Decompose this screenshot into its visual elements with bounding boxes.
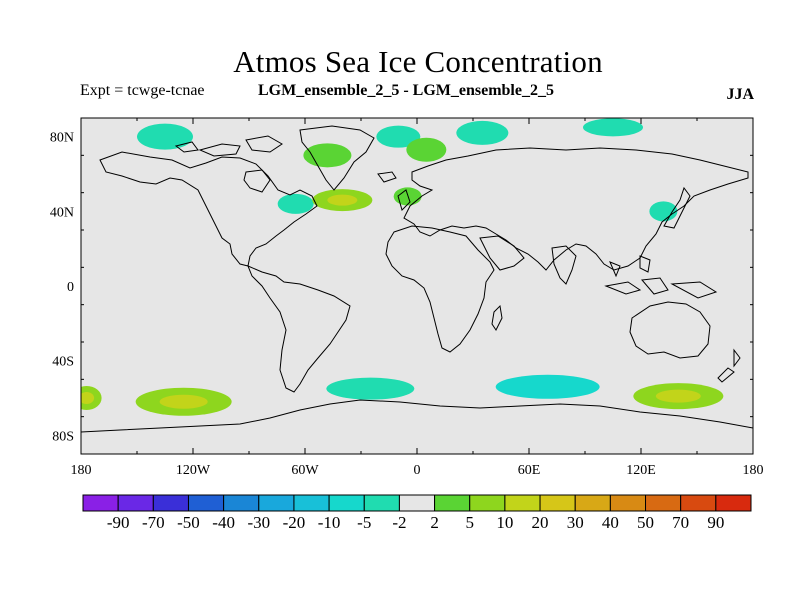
ensemble-label: LGM_ensemble_2_5 - LGM_ensemble_2_5: [258, 82, 554, 99]
colorbar-label: -30: [247, 513, 270, 532]
coastline-south-america: [247, 265, 351, 393]
y-axis-labels: 80N 40N 0 40S 80S: [50, 131, 74, 445]
axis-ticks: [80, 117, 754, 455]
colorbar-label: -70: [142, 513, 165, 532]
colorbar-swatch: [117, 494, 154, 512]
anomaly-region: [649, 201, 678, 222]
coastline-antarctica: [81, 399, 753, 433]
colorbar-swatch: [82, 494, 119, 512]
chart-title: Atmos Sea Ice Concentration: [233, 44, 603, 79]
colorbar-label: -50: [177, 513, 200, 532]
colorbar-swatch: [398, 494, 436, 512]
coastline-layer: [81, 125, 753, 433]
coastline-north-america: [99, 151, 318, 267]
coastline-iceland: [377, 171, 397, 183]
colorbar-swatch: [223, 494, 260, 512]
colorbar-label: 10: [496, 513, 513, 532]
colorbar-label: -2: [392, 513, 406, 532]
anomaly-region-core: [159, 394, 208, 409]
colorbar-label: -5: [357, 513, 371, 532]
x-tick-label: 120E: [626, 463, 656, 478]
y-tick-label: 80N: [50, 131, 74, 146]
colorbar-swatch: [328, 494, 365, 512]
x-tick-label: 60E: [518, 463, 541, 478]
x-tick-label: 180: [743, 463, 764, 478]
colorbar-label: 50: [637, 513, 654, 532]
colorbar-swatch: [715, 494, 752, 512]
anomaly-region: [277, 193, 314, 214]
colorbar-label: -20: [283, 513, 306, 532]
colorbar-label: 5: [465, 513, 474, 532]
x-tick-label: 0: [414, 463, 421, 478]
y-tick-label: 0: [67, 280, 74, 295]
colorbar-swatch: [434, 494, 471, 512]
coastline-hudson-bay: [243, 169, 271, 193]
colorbar-swatch: [363, 494, 400, 512]
experiment-label: Expt = tcwge-tcnae: [80, 82, 205, 99]
coastline-eurasia: [403, 147, 749, 271]
x-tick-label: 60W: [291, 463, 319, 478]
colorbar-swatch: [469, 494, 506, 512]
colorbar-swatch: [680, 494, 717, 512]
colorbar-label: -90: [107, 513, 130, 532]
anomaly-region: [583, 118, 643, 137]
x-tick-label: 120W: [176, 463, 211, 478]
x-tick-label: 180: [71, 463, 92, 478]
colorbar-swatch: [187, 494, 225, 512]
coastline-india: [551, 245, 577, 285]
coastline-new-zealand: [717, 348, 741, 383]
anomaly-region-core: [81, 392, 95, 404]
anomaly-region-core: [655, 389, 701, 403]
anomaly-region: [137, 123, 193, 150]
coastline-africa: [385, 225, 495, 353]
coastline-british-isles: [397, 189, 411, 211]
coastline-arabia: [479, 235, 525, 271]
y-tick-label: 40N: [50, 205, 74, 220]
colorbar-swatch: [645, 494, 682, 512]
anomaly-region: [406, 137, 447, 162]
colorbar-swatch: [504, 494, 541, 512]
anomaly-region-core: [327, 194, 358, 206]
season-label: JJA: [726, 86, 754, 103]
colorbar-swatch: [574, 494, 611, 512]
anomaly-region: [326, 377, 415, 400]
anomaly-region: [456, 120, 509, 145]
colorbar-label: -40: [212, 513, 235, 532]
colorbar-label: 40: [602, 513, 619, 532]
coastline-australia: [629, 301, 711, 359]
anomaly-layer: [81, 118, 724, 416]
coastline-japan: [663, 186, 691, 229]
coastline-arctic-islands: [174, 135, 283, 157]
colorbar-swatch: [152, 494, 189, 512]
anomaly-region: [303, 143, 352, 168]
colorbar-label: 20: [532, 513, 549, 532]
colorbar-label: 30: [567, 513, 584, 532]
colorbar: -90 -70 -50 -40 -30 -20 -10 -5 -2 2 5 10 20 30 40 50 70 9…: [82, 494, 752, 532]
colorbar-swatch: [293, 494, 330, 512]
y-tick-label: 80S: [52, 429, 74, 444]
coastline-maritime-continent: [604, 255, 718, 299]
y-tick-label: 40S: [52, 355, 74, 370]
anomaly-region-core: [521, 380, 574, 393]
colorbar-label: 90: [707, 513, 724, 532]
colorbar-label: 2: [430, 513, 439, 532]
colorbar-swatch: [539, 494, 576, 512]
colorbar-label: 70: [672, 513, 689, 532]
colorbar-label: -10: [318, 513, 341, 532]
x-axis-labels: 180 120W 60W 0 60E 120E 180: [71, 463, 764, 478]
coastline-madagascar: [491, 304, 503, 331]
anomaly-region: [376, 125, 421, 148]
colorbar-swatch: [258, 494, 295, 512]
coastline-greenland: [299, 125, 375, 191]
colorbar-swatch: [609, 494, 647, 512]
